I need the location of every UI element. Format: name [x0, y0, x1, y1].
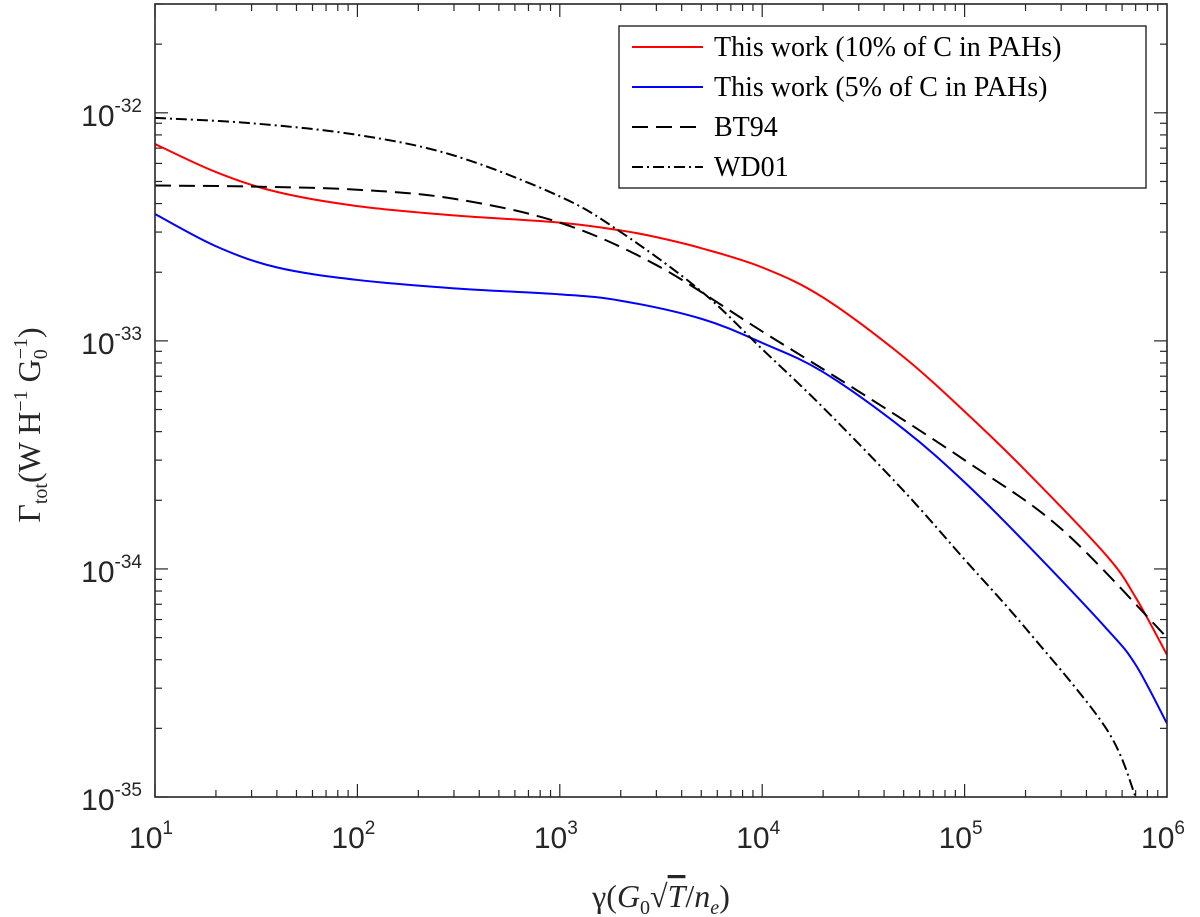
y-tick-labels: 10-35 10-34 10-33 10-32: [81, 96, 142, 817]
legend-box: [618, 25, 1147, 189]
legend-entry-5pct: This work (5% of C in PAHs): [632, 72, 1047, 103]
legend-entry-10pct: This work (10% of C in PAHs): [632, 32, 1061, 63]
x-axis-title: γ(G0√T/ne): [591, 878, 730, 917]
y-axis-title: Γtot(W H−1 G0−1): [10, 327, 52, 522]
x-tick-label: 105: [939, 818, 983, 855]
x-tick-label: 103: [534, 818, 578, 855]
legend-entry-wd01: WD01: [632, 152, 789, 183]
legend-label-10pct: This work (10% of C in PAHs): [714, 32, 1061, 63]
series-line-10pct: [155, 143, 1167, 656]
plot-frame: [154, 3, 1168, 798]
legend-label-bt94: BT94: [714, 112, 778, 143]
x-tick-label: 104: [736, 818, 780, 855]
series-line-bt94: [155, 184, 1167, 639]
axis-ticks: [154, 3, 1167, 798]
y-tick-label: 10-34: [81, 552, 142, 589]
x-tick-labels: 101 102 103 104 105 106: [129, 818, 1185, 855]
y-tick-label: 10-35: [81, 780, 142, 817]
legend-entry-bt94: BT94: [632, 112, 778, 143]
series-layer: [155, 116, 1167, 797]
series-line-5pct: [155, 213, 1167, 724]
x-tick-label: 101: [129, 818, 173, 855]
x-tick-label: 102: [331, 818, 375, 855]
y-tick-label: 10-32: [81, 96, 142, 133]
x-tick-label: 106: [1141, 818, 1185, 855]
y-tick-label: 10-33: [81, 324, 142, 361]
legend: This work (10% of C in PAHs) This work (…: [618, 25, 1147, 189]
legend-label-5pct: This work (5% of C in PAHs): [714, 72, 1047, 103]
legend-label-wd01: WD01: [714, 152, 789, 183]
